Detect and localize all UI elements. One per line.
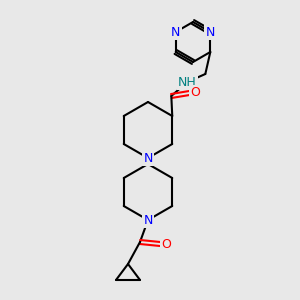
Text: N: N (206, 26, 215, 38)
Text: O: O (161, 238, 171, 250)
Text: N: N (143, 214, 153, 226)
Text: O: O (190, 86, 200, 100)
Text: N: N (143, 152, 153, 164)
Text: NH: NH (178, 76, 197, 88)
Text: N: N (171, 26, 180, 38)
